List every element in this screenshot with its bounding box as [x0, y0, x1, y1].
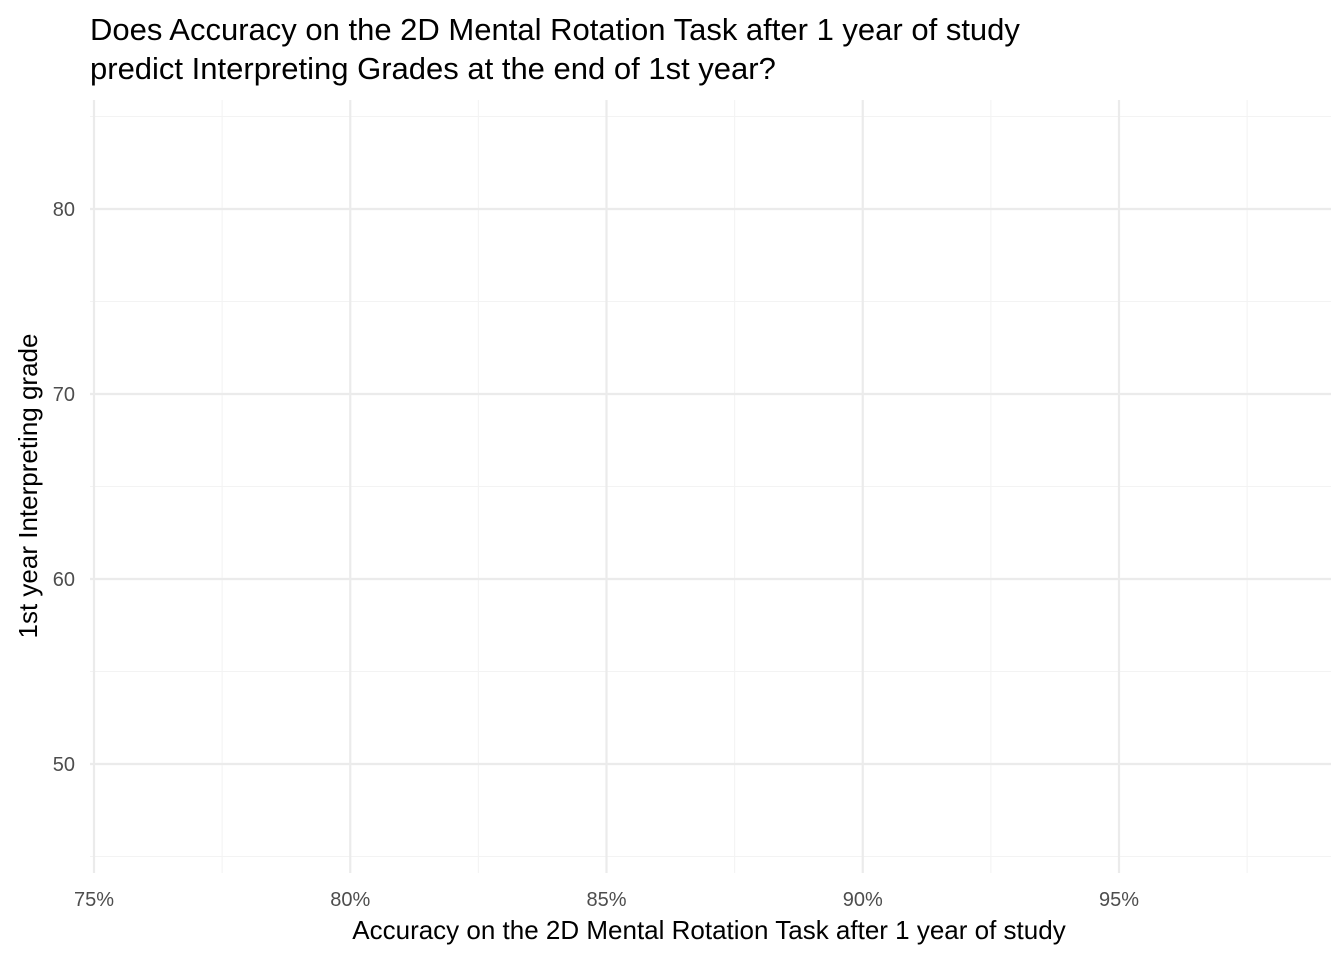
x-tick-label: 80% — [330, 889, 370, 911]
major-grid — [90, 100, 1331, 873]
y-tick-label: 60 — [53, 569, 75, 591]
x-tick-label: 90% — [843, 889, 883, 911]
y-axis-ticks: 50 60 70 80 — [53, 199, 75, 776]
x-tick-label: 85% — [586, 889, 626, 911]
x-tick-label: 75% — [74, 889, 114, 911]
plot-panel — [90, 100, 1331, 873]
chart-title-line-1: Does Accuracy on the 2D Mental Rotation … — [90, 12, 1020, 47]
y-axis-title: 1st year Interpreting grade — [13, 334, 43, 639]
x-tick-label: 95% — [1099, 889, 1139, 911]
y-tick-label: 80 — [53, 199, 75, 221]
y-tick-label: 50 — [53, 754, 75, 776]
x-axis-title: Accuracy on the 2D Mental Rotation Task … — [352, 915, 1065, 945]
minor-grid — [90, 100, 1331, 873]
chart-title-line-2: predict Interpreting Grades at the end o… — [90, 51, 776, 86]
x-axis-ticks: 75% 80% 85% 90% 95% — [74, 889, 1139, 911]
y-tick-label: 70 — [53, 384, 75, 406]
